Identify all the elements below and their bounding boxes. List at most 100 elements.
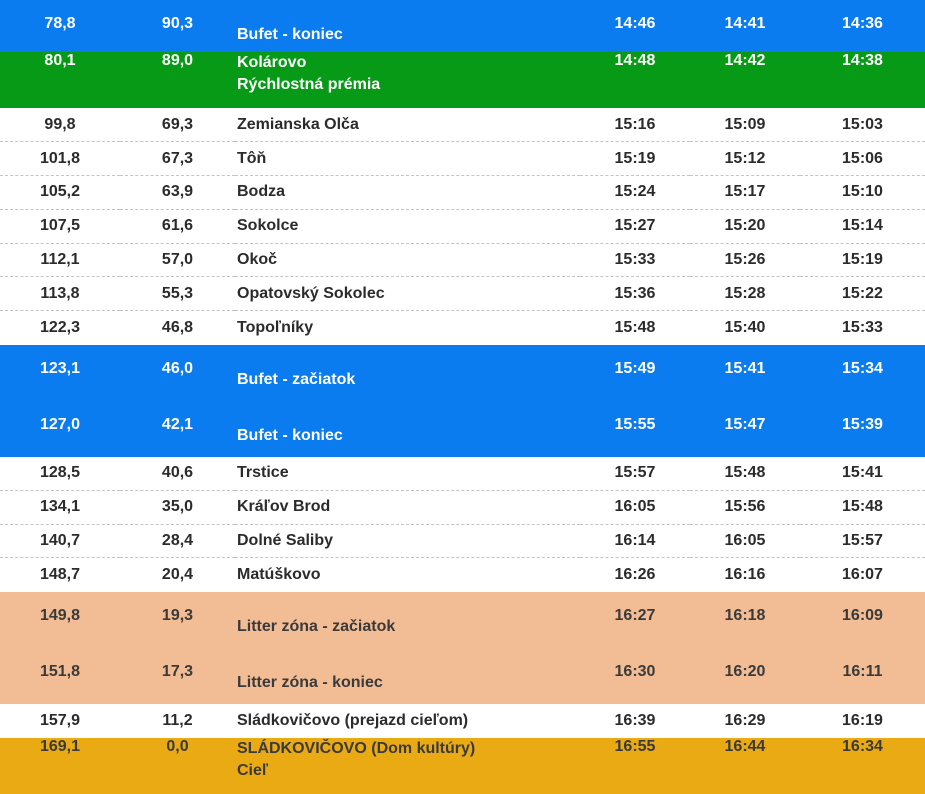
table-row: 107,5 61,6 Sokolce 15:27 15:20 15:14 (0, 209, 925, 244)
table-row: 127,0 42,1 Bufet - koniec 15:55 15:47 15… (0, 400, 925, 457)
km-cell: 78,8 (44, 15, 76, 32)
checkpoint-name: Bodza (235, 175, 580, 210)
table-row: 149,8 19,3 Litter zóna - začiatok 16:27 … (0, 591, 925, 648)
checkpoint-name: Sokolce (235, 209, 580, 244)
checkpoint-name: Bufet - začiatok (237, 370, 356, 388)
time-slow-cell: 16:07 (842, 566, 883, 584)
checkpoint-name-cell: Kolárovo Rýchlostná prémia (235, 52, 580, 108)
km-cell: 107,5 (0, 209, 120, 244)
km-left-cell: 61,6 (120, 209, 235, 244)
checkpoint-name: Litter zóna - koniec (237, 673, 383, 691)
time-slow-cell: 15:39 (842, 415, 883, 433)
km-left-cell: 19,3 (161, 606, 194, 624)
time-slow-cell: 15:41 (800, 456, 925, 491)
time-slow-cell: 15:34 (842, 359, 883, 377)
km-cell: 123,1 (39, 359, 81, 377)
time-fast-cell: 15:19 (580, 141, 690, 177)
km-cell: 113,8 (0, 276, 120, 312)
time-mid-cell: 16:20 (724, 662, 766, 680)
time-mid-cell: 15:40 (724, 318, 766, 336)
km-left-cell: 69,3 (120, 108, 235, 143)
checkpoint-name: Bufet - koniec (237, 426, 343, 444)
km-cell: 127,0 (39, 415, 81, 433)
time-slow-cell: 15:10 (800, 175, 925, 210)
checkpoint-name: Litter zóna - začiatok (237, 617, 396, 635)
time-mid-cell: 16:05 (690, 524, 800, 559)
km-left-cell: 63,9 (120, 175, 235, 210)
time-fast-cell: 15:49 (614, 359, 656, 377)
km-cell: 169,1 (39, 737, 81, 755)
time-fast-cell: 16:05 (580, 490, 690, 525)
checkpoint-name-cell: SLÁDKOVIČOVO (Dom kultúry) Cieľ (235, 738, 580, 794)
km-left-cell: 35,0 (120, 490, 235, 525)
time-fast-cell: 16:55 (614, 737, 656, 755)
checkpoint-name: Topoľníky (237, 318, 314, 336)
km-cell: 99,8 (0, 108, 120, 143)
km-left-cell: 17,3 (161, 662, 194, 680)
km-cell: 80,1 (44, 52, 76, 69)
time-slow-cell: 15:22 (800, 276, 925, 312)
km-cell: 151,8 (39, 662, 81, 680)
time-slow-cell: 16:34 (842, 737, 883, 755)
table-row: 134,1 35,0 Kráľov Brod 16:05 15:56 15:48 (0, 490, 925, 525)
km-left-cell: 40,6 (120, 456, 235, 491)
checkpoint-name: Opatovský Sokolec (235, 276, 580, 312)
checkpoint-name: Kolárovo (237, 54, 307, 71)
time-mid-cell: 15:41 (724, 359, 766, 377)
time-mid-cell: 14:42 (724, 52, 766, 69)
km-left-cell: 46,8 (161, 318, 194, 336)
checkpoint-name: Sládkovičovo (prejazd cieľom) (237, 711, 469, 729)
time-fast-cell: 15:36 (580, 276, 690, 312)
km-left-cell: 57,0 (120, 243, 235, 278)
time-slow-cell: 14:36 (842, 15, 883, 32)
table-row: 157,9 11,2 Sládkovičovo (prejazd cieľom)… (0, 704, 925, 738)
checkpoint-name: Dolné Saliby (235, 524, 580, 559)
table-row: 99,8 69,3 Zemianska Olča 15:16 15:09 15:… (0, 108, 925, 143)
time-fast-cell: 16:14 (580, 524, 690, 559)
table-row: 128,5 40,6 Trstice 15:57 15:48 15:41 (0, 456, 925, 491)
table-row: 140,7 28,4 Dolné Saliby 16:14 16:05 15:5… (0, 524, 925, 559)
km-cell: 112,1 (0, 243, 120, 278)
km-left-cell: 67,3 (120, 141, 235, 177)
table-row: 105,2 63,9 Bodza 15:24 15:17 15:10 (0, 175, 925, 210)
time-mid-cell: 15:26 (690, 243, 800, 278)
km-left-cell: 0,0 (166, 737, 189, 755)
time-mid-cell: 15:48 (690, 456, 800, 491)
table-row: 112,1 57,0 Okoč 15:33 15:26 15:19 (0, 243, 925, 278)
checkpoint-name: SLÁDKOVIČOVO (Dom kultúry) (237, 739, 476, 757)
time-mid-cell: 16:18 (724, 606, 766, 624)
km-cell: 105,2 (0, 175, 120, 210)
time-slow-cell: 16:09 (842, 606, 883, 624)
table-row: 169,1 0,0 SLÁDKOVIČOVO (Dom kultúry) Cie… (0, 737, 925, 794)
time-fast-cell: 16:39 (614, 711, 656, 729)
checkpoint-name: Zemianska Olča (235, 108, 580, 143)
table-row: 80,1 89,0 Kolárovo Rýchlostná prémia 14:… (0, 52, 925, 108)
km-cell: 122,3 (39, 318, 81, 336)
time-slow-cell: 15:14 (800, 209, 925, 244)
time-mid-cell: 14:41 (724, 15, 766, 32)
table-row: 122,3 46,8 Topoľníky 15:48 15:40 15:33 (0, 311, 925, 345)
km-cell: 149,8 (39, 606, 81, 624)
table-row: 101,8 67,3 Tôň 15:19 15:12 15:06 (0, 141, 925, 177)
time-slow-cell: 16:19 (842, 711, 883, 729)
km-cell: 148,7 (39, 566, 81, 584)
km-cell: 140,7 (0, 524, 120, 559)
km-left-cell: 46,0 (161, 359, 194, 377)
checkpoint-name: Matúškovo (237, 566, 321, 584)
time-mid-cell: 15:56 (690, 490, 800, 525)
time-mid-cell: 15:09 (690, 108, 800, 143)
checkpoint-name: Trstice (235, 456, 580, 491)
km-cell: 128,5 (0, 456, 120, 491)
time-mid-cell: 15:17 (690, 175, 800, 210)
km-cell: 134,1 (0, 490, 120, 525)
table-row: 151,8 17,3 Litter zóna - koniec 16:30 16… (0, 647, 925, 704)
time-fast-cell: 14:46 (614, 15, 656, 32)
checkpoint-name: Kráľov Brod (235, 490, 580, 525)
checkpoint-note: Rýchlostná prémia (237, 76, 381, 93)
km-left-cell: 55,3 (120, 276, 235, 312)
time-slow-cell: 16:11 (842, 662, 883, 680)
time-slow-cell: 15:48 (800, 490, 925, 525)
time-mid-cell: 16:16 (724, 566, 766, 584)
time-mid-cell: 15:47 (724, 415, 766, 433)
